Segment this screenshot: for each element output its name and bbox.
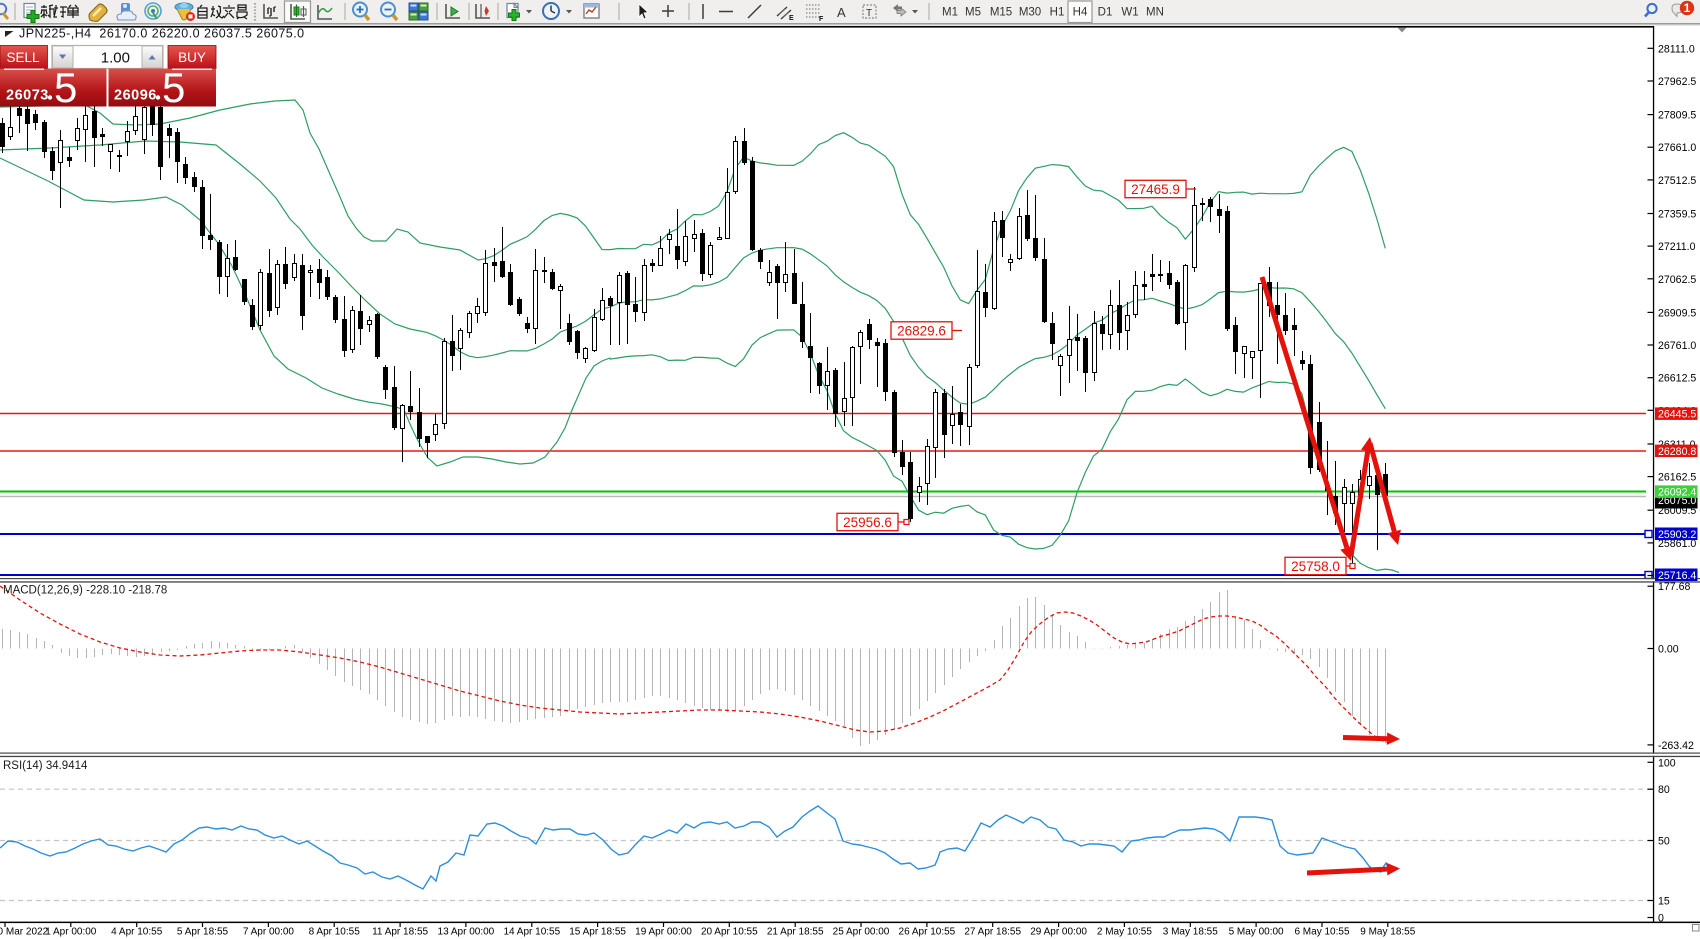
svg-text:26162.5: 26162.5 [1658,472,1696,484]
svg-text:MACD(12,26,9) -228.10 -218.78: MACD(12,26,9) -228.10 -218.78 [3,585,167,597]
svg-text:H4: H4 [1073,7,1088,19]
svg-text:50: 50 [1658,836,1670,848]
svg-text:SELL: SELL [6,50,40,65]
svg-text:5: 5 [54,64,77,111]
svg-text:26075.0: 26075.0 [1658,495,1696,507]
svg-text:25861.0: 25861.0 [1658,538,1696,550]
svg-text:8 Apr 10:55: 8 Apr 10:55 [309,927,361,938]
svg-text:1 Apr 00:00: 1 Apr 00:00 [45,927,97,938]
svg-text:F: F [819,16,824,23]
svg-text:21 Apr 18:55: 21 Apr 18:55 [767,927,824,938]
svg-text:M5: M5 [965,7,981,19]
svg-text:25758.0: 25758.0 [1291,559,1340,574]
svg-text:D1: D1 [1098,7,1113,19]
svg-text:177.68: 177.68 [1658,581,1691,593]
svg-text:0: 0 [1658,913,1664,925]
svg-text:2 May 10:55: 2 May 10:55 [1097,927,1152,938]
svg-text:7 Apr 00:00: 7 Apr 00:00 [243,927,295,938]
svg-text:BUY: BUY [178,50,206,65]
svg-text:27062.5: 27062.5 [1658,274,1696,286]
svg-text:6 May 10:55: 6 May 10:55 [1294,927,1349,938]
svg-text:15: 15 [1658,896,1670,908]
svg-text:25903.2: 25903.2 [1658,529,1696,541]
svg-text:5 May 00:00: 5 May 00:00 [1229,927,1284,938]
svg-text:1: 1 [1684,1,1691,15]
svg-text:4 Apr 10:55: 4 Apr 10:55 [111,927,163,938]
svg-text:30 Mar 2022: 30 Mar 2022 [0,927,49,938]
svg-text:27211.0: 27211.0 [1658,241,1696,253]
svg-text:3 May 18:55: 3 May 18:55 [1163,927,1218,938]
svg-text:25956.6: 25956.6 [843,515,892,530]
svg-text:JPN225-,H4 26170.0 26220.0 26: JPN225-,H4 26170.0 26220.0 26037.5 26075… [19,27,305,41]
svg-text:14 Apr 10:55: 14 Apr 10:55 [503,927,560,938]
svg-text:27809.5: 27809.5 [1658,110,1696,122]
svg-text:26829.6: 26829.6 [897,323,946,338]
svg-text:27512.5: 27512.5 [1658,175,1696,187]
svg-text:11 Apr 18:55: 11 Apr 18:55 [372,927,428,938]
svg-text:80: 80 [1658,784,1670,796]
svg-text:27 Apr 18:55: 27 Apr 18:55 [964,927,1021,938]
svg-text:19 Apr 00:00: 19 Apr 00:00 [635,927,692,938]
svg-text:H1: H1 [1050,7,1065,19]
svg-text:26761.0: 26761.0 [1658,340,1696,352]
svg-text:26909.5: 26909.5 [1658,307,1696,319]
svg-text:27465.9: 27465.9 [1131,182,1180,197]
svg-text:27661.0: 27661.0 [1658,142,1696,154]
svg-text:26073: 26073 [6,88,49,104]
svg-text:27962.5: 27962.5 [1658,76,1696,88]
svg-text:26096: 26096 [114,88,157,104]
svg-text:0.00: 0.00 [1658,644,1679,656]
svg-text:25716.4: 25716.4 [1658,570,1696,582]
svg-text:100: 100 [1658,757,1676,769]
svg-text:E: E [789,15,794,22]
svg-text:13 Apr 00:00: 13 Apr 00:00 [438,927,495,938]
svg-text:M30: M30 [1019,7,1041,19]
svg-text:5: 5 [162,64,185,111]
svg-text:9 May 18:55: 9 May 18:55 [1360,927,1415,938]
svg-text:25 Apr 00:00: 25 Apr 00:00 [833,927,890,938]
svg-text:27359.5: 27359.5 [1658,209,1696,221]
svg-text:RSI(14) 34.9414: RSI(14) 34.9414 [3,760,88,772]
svg-text:26280.8: 26280.8 [1658,446,1696,458]
svg-text:28111.0: 28111.0 [1658,43,1695,55]
svg-text:1.00: 1.00 [101,50,130,67]
svg-text:T: T [866,8,872,19]
svg-text:M15: M15 [990,7,1012,19]
svg-text:W1: W1 [1121,7,1138,19]
svg-text:26 Apr 10:55: 26 Apr 10:55 [899,927,956,938]
svg-text:26445.5: 26445.5 [1658,409,1696,421]
svg-text:-263.42: -263.42 [1658,740,1694,752]
svg-text:20 Apr 10:55: 20 Apr 10:55 [701,927,758,938]
svg-text:5 Apr 18:55: 5 Apr 18:55 [177,927,229,938]
svg-text:M1: M1 [942,7,958,19]
svg-text:A: A [837,5,846,20]
svg-text:15 Apr 18:55: 15 Apr 18:55 [569,927,626,938]
svg-text:26092.4: 26092.4 [1658,487,1696,499]
svg-text:26612.5: 26612.5 [1658,373,1696,385]
svg-text:29 Apr 00:00: 29 Apr 00:00 [1030,927,1087,938]
svg-text:MN: MN [1146,7,1164,19]
